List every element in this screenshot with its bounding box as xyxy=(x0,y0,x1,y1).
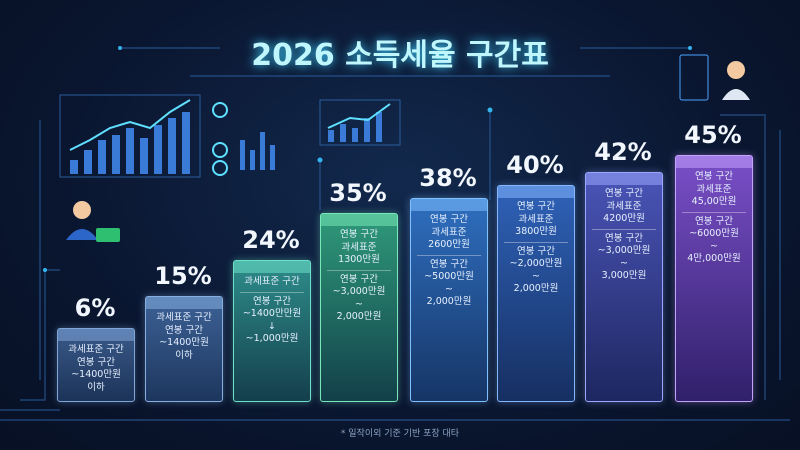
header-line: 과세표준 xyxy=(518,213,554,225)
footnote: * 일작이외 기준 기반 포장 대타 xyxy=(340,429,460,439)
body-line: ~ xyxy=(445,283,453,295)
body-line: 연봉 구간 xyxy=(253,295,291,307)
body-line: ~1,000만원 xyxy=(245,333,299,344)
bracket-column: 연봉 구간 과세표준 2600만원 연봉 구간 ~5000만원 ~2,000만원 xyxy=(410,198,488,402)
tax-rate: 38% xyxy=(419,164,477,192)
body-line: ~1400만원 xyxy=(159,337,209,348)
bracket-body: 연봉 구간 ~3,000만원 ~3,000만원 xyxy=(586,230,662,286)
divider xyxy=(240,291,304,293)
tax-rate: 24% xyxy=(242,226,300,254)
body-line: 과세표준 구간 xyxy=(156,312,212,323)
header-line: 연봉 구간 xyxy=(605,188,643,199)
header-line: 3800만원 xyxy=(515,226,557,237)
tax-rate: 15% xyxy=(154,262,212,290)
body-line: ~6000만원 xyxy=(689,228,739,239)
header-line: 연봉 구간 xyxy=(517,201,555,212)
bracket-body: 과세표준 구간 연봉 구간 ~1400만원 이하 xyxy=(58,341,134,397)
bracket-header: 연봉 구간 과세표준 45,00만원 xyxy=(676,168,752,212)
header-line: 연봉 구간 xyxy=(430,214,468,225)
bracket-column: 과세표준 구간 연봉 구간 ~1400만원 이하 xyxy=(57,328,135,402)
body-line: ~ xyxy=(620,257,628,269)
bracket-header: 연봉 구간 과세표준 1300만원 xyxy=(321,226,397,270)
body-line: 2,000만원 xyxy=(426,296,472,307)
tax-rate: 40% xyxy=(506,151,564,179)
divider xyxy=(327,269,391,271)
body-line: ~ xyxy=(710,240,718,252)
bracket-body: 연봉 구간 ~1400만만원 ↓ ~1,000만원 xyxy=(234,293,310,349)
bracket-body: 과세표준 구간 연봉 구간 ~1400만원 이하 xyxy=(146,309,222,365)
body-line: 이하 xyxy=(87,381,105,393)
divider xyxy=(592,228,656,230)
bracket-header: 연봉 구간 과세표준 3800만원 xyxy=(498,198,574,242)
body-line: ~5000만원 xyxy=(424,271,474,282)
person-icon xyxy=(66,54,750,242)
bracket-body: 연봉 구간 ~2,000만원 ~2,000만원 xyxy=(498,243,574,299)
tax-rate: 45% xyxy=(684,121,742,149)
body-line: 연봉 구간 xyxy=(77,356,115,368)
body-line: 연봉 구간 xyxy=(340,273,378,285)
body-line: ↓ xyxy=(268,320,276,332)
body-line: 2,000만원 xyxy=(513,283,559,294)
column-cap xyxy=(321,214,397,226)
bracket-column: 연봉 구간 과세표준 3800만원 연봉 구간 ~2,000만원 ~2,000만원 xyxy=(497,185,575,402)
column-cap xyxy=(411,199,487,211)
body-line: 연봉 구간 xyxy=(605,232,643,244)
bracket-header: 과세표준 구간 xyxy=(234,273,310,292)
bracket-body: 연봉 구간 ~6000만원 ~4만,000만원 xyxy=(676,213,752,269)
header-line: 과세표준 xyxy=(696,183,732,195)
body-line: 2,000만원 xyxy=(336,311,382,322)
body-line: ~1400만만원 xyxy=(242,308,302,319)
header-line: 연봉 구간 xyxy=(695,171,733,182)
decor-chart xyxy=(59,94,401,178)
column-cap xyxy=(498,186,574,198)
bracket-body: 연봉 구간 ~3,000만원 ~2,000만원 xyxy=(321,271,397,327)
body-line: 연봉 구간 xyxy=(695,215,733,227)
bracket-column: 연봉 구간 과세표준 45,00만원 연봉 구간 ~6000만원 ~4만,000만원 xyxy=(675,155,753,402)
body-line: 연봉 구간 xyxy=(165,324,203,336)
body-line: ~2,000만원 xyxy=(509,258,563,269)
header-line: 1300만원 xyxy=(338,254,380,265)
body-line: 연봉 구간 xyxy=(430,258,468,270)
tax-rate: 35% xyxy=(329,179,387,207)
header-line: 45,00만원 xyxy=(691,196,737,207)
header-line: 과세표준 xyxy=(341,241,377,253)
body-line: ~3,000만원 xyxy=(332,286,386,297)
body-line: 과세표준 구간 xyxy=(68,344,124,355)
bracket-header: 연봉 구간 과세표준 2600만원 xyxy=(411,211,487,255)
tax-rate: 42% xyxy=(594,138,652,166)
header-line: 2600만원 xyxy=(428,239,470,250)
tax-rate: 6% xyxy=(74,294,116,322)
bracket-body: 연봉 구간 ~5000만원 ~2,000만원 xyxy=(411,256,487,312)
bracket-header: 연봉 구간 과세표준 4200만원 xyxy=(586,185,662,229)
body-line: ~ xyxy=(355,298,363,310)
body-line: 4만,000만원 xyxy=(687,253,741,264)
body-line: 이하 xyxy=(175,349,193,361)
body-line: ~1400만원 xyxy=(71,369,121,380)
body-line: 3,000만원 xyxy=(601,270,647,281)
header-line: 연봉 구간 xyxy=(340,229,378,240)
divider xyxy=(504,241,568,243)
title: 2026 소득세율 구간표 xyxy=(251,38,549,73)
column-cap xyxy=(586,173,662,185)
header-line: 과세표준 xyxy=(431,226,467,238)
column-cap xyxy=(146,297,222,309)
header-line: 과세표준 xyxy=(606,200,642,212)
divider xyxy=(417,254,481,256)
bracket-column: 연봉 구간 과세표준 4200만원 연봉 구간 ~3,000만원 ~3,000만원 xyxy=(585,172,663,402)
body-line: ~ xyxy=(532,270,540,282)
column-cap xyxy=(676,156,752,168)
header-line: 4200만원 xyxy=(603,213,645,224)
header-line: 과세표준 구간 xyxy=(244,276,300,287)
bracket-column: 연봉 구간 과세표준 1300만원 연봉 구간 ~3,000만원 ~2,000만원 xyxy=(320,213,398,402)
column-cap xyxy=(234,261,310,273)
divider xyxy=(682,211,746,213)
body-line: 연봉 구간 xyxy=(517,245,555,257)
body-line: ~3,000만원 xyxy=(597,245,651,256)
bracket-column: 과세표준 구간 연봉 구간 ~1400만원 이하 xyxy=(145,296,223,402)
column-cap xyxy=(58,329,134,341)
